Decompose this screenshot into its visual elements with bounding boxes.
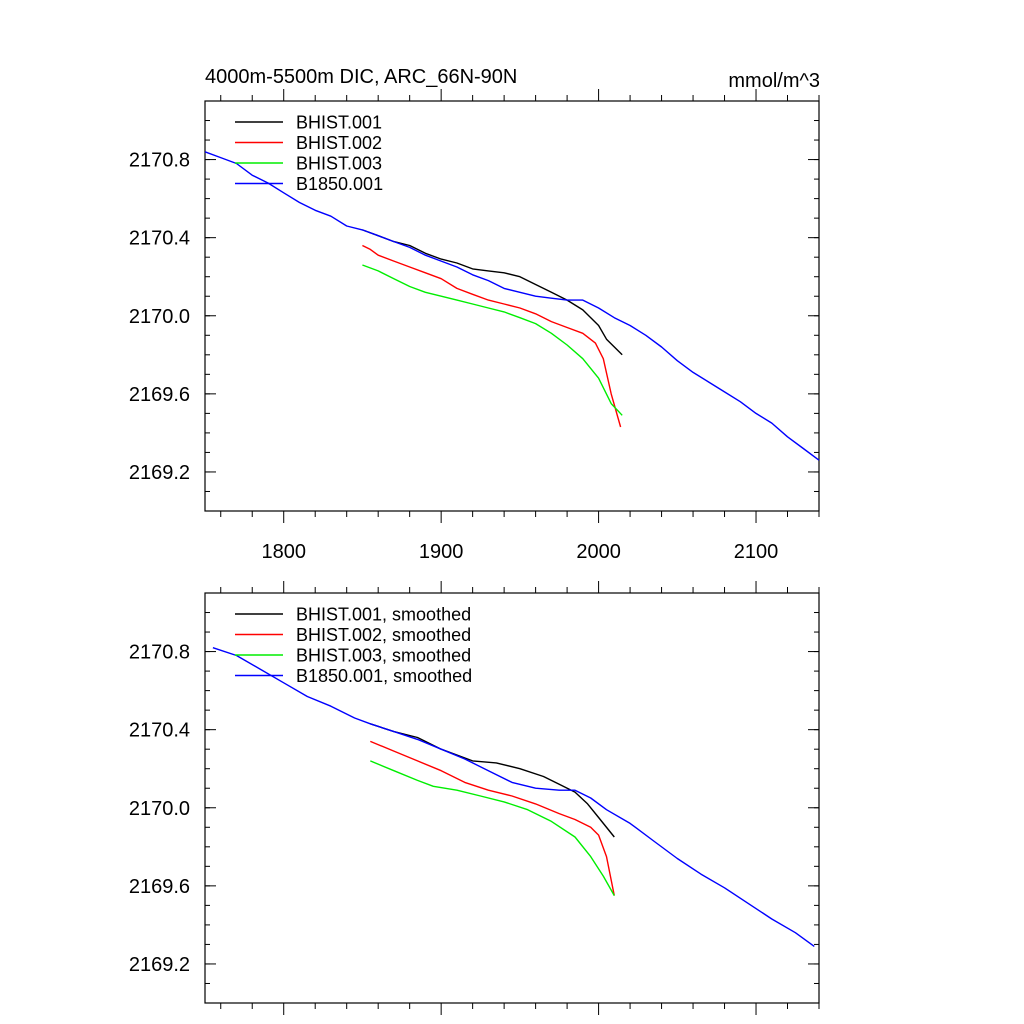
units-label: mmol/m^3 xyxy=(728,70,820,92)
top-series-line-0 xyxy=(362,229,623,356)
y-tick-label: 2170.8 xyxy=(129,150,190,172)
x-tick-label: 1900 xyxy=(419,541,464,563)
y-tick-label: 2169.6 xyxy=(129,876,190,898)
chart-title: 4000m-5500m DIC, ARC_66N-90N xyxy=(205,66,517,88)
top-series-group xyxy=(204,151,820,461)
bottom-series-group xyxy=(212,647,815,947)
top-legend-label-0: BHIST.001 xyxy=(296,113,382,133)
top-legend-label-2: BHIST.003 xyxy=(296,154,382,174)
bottom-legend-label-3: B1850.001, smoothed xyxy=(296,666,472,686)
top-axis-ticks: 2170.8 2170.4 2170.0 2169.6 2169.2 1800 1900 20… xyxy=(129,89,820,563)
y-tick-label: 2169.2 xyxy=(129,462,190,484)
bottom-series-line-1 xyxy=(370,740,615,896)
top-legend-label-1: BHIST.002 xyxy=(296,133,382,153)
top-series-line-3 xyxy=(204,151,820,461)
y-tick-label: 2169.2 xyxy=(129,954,190,976)
top-plot-frame xyxy=(204,100,820,512)
y-tick-label: 2170.0 xyxy=(129,306,190,328)
bottom-panel: 2170.8 2170.4 2170.0 2169.6 2169.2 BHIST.001… xyxy=(129,581,820,1015)
top-panel: 2170.8 2170.4 2170.0 2169.6 2169.2 1800 1900 20… xyxy=(129,89,820,563)
bottom-series-line-0 xyxy=(370,723,615,838)
y-tick-label: 2170.0 xyxy=(129,798,190,820)
top-series-line-2 xyxy=(362,264,623,416)
x-tick-label: 2000 xyxy=(576,541,621,563)
top-series-line-1 xyxy=(362,244,622,428)
bottom-legend-label-0: BHIST.001, smoothed xyxy=(296,605,471,625)
x-tick-label: 2100 xyxy=(734,541,779,563)
x-tick-label: 1800 xyxy=(261,541,306,563)
top-legend-label-3: B1850.001 xyxy=(296,174,383,194)
y-tick-label: 2169.6 xyxy=(129,384,190,406)
y-tick-label: 2170.4 xyxy=(129,228,190,250)
bottom-series-line-2 xyxy=(370,760,615,896)
bottom-axis-ticks: 2170.8 2170.4 2170.0 2169.6 2169.2 xyxy=(129,581,820,1015)
bottom-legend-label-1: BHIST.002, smoothed xyxy=(296,625,471,645)
bottom-legend-label-2: BHIST.003, smoothed xyxy=(296,646,471,666)
bottom-plot-frame xyxy=(204,592,820,1004)
bottom-series-line-3 xyxy=(212,647,815,947)
y-tick-label: 2170.8 xyxy=(129,642,190,664)
y-tick-label: 2170.4 xyxy=(129,720,190,742)
